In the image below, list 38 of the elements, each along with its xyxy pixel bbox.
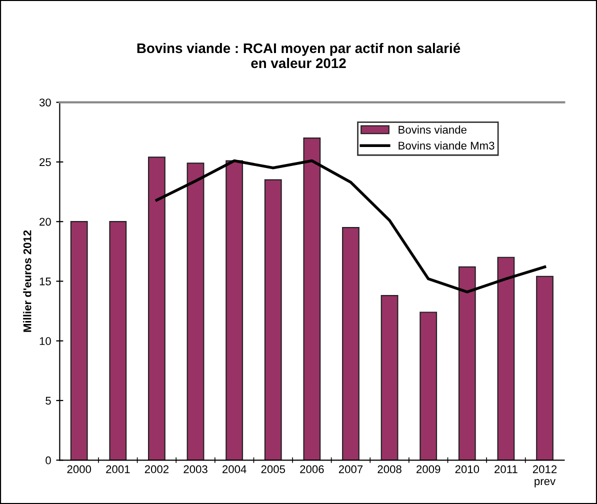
bar — [186, 162, 204, 460]
y-tick-label: 0 — [46, 456, 51, 464]
x-tick-label: 2006 — [300, 465, 324, 474]
bar — [342, 227, 360, 460]
bar — [458, 266, 476, 460]
x-tick-label: 2009 — [416, 465, 440, 474]
y-tick-label: 5 — [46, 396, 51, 405]
chart-title: Bovins viande : RCAI moyen par actif non salarié en valeur 2012 — [137, 42, 460, 68]
bar — [109, 221, 127, 460]
bar — [303, 138, 321, 460]
x-tick-label: 2001 — [106, 465, 130, 474]
x-tick-label: 2000 — [67, 465, 92, 474]
bar — [226, 160, 244, 460]
x-tick-label: 2003 — [184, 465, 208, 474]
x-tick-label: 2011 — [494, 465, 518, 474]
y-tick-label: 20 — [40, 218, 51, 226]
bar — [148, 156, 166, 460]
legend-label: Bovins viande — [398, 126, 466, 134]
bar — [420, 312, 438, 460]
x-tick-label: 2008 — [378, 465, 402, 474]
bar — [264, 179, 282, 460]
bar — [497, 256, 515, 460]
x-tick-label: 2012 prev — [532, 465, 557, 488]
y-tick-label: 30 — [39, 98, 51, 106]
x-tick-label: 2002 — [144, 465, 169, 474]
x-tick-label: 2010 — [455, 465, 480, 474]
y-tick-label: 15 — [40, 278, 51, 286]
x-tick-label: 2004 — [222, 465, 246, 474]
bar — [536, 276, 554, 460]
bar — [380, 294, 398, 460]
x-tick-label: 2007 — [338, 465, 363, 474]
y-tick-label: 10 — [40, 337, 51, 346]
x-tick-label: 2005 — [261, 465, 286, 474]
line-series — [155, 159, 546, 294]
legend-label: Bovins viande Mm3 — [398, 141, 494, 150]
y-axis-title: Millier d'euros 2012 — [23, 230, 32, 332]
y-tick-label: 25 — [40, 158, 51, 166]
bar — [70, 221, 88, 460]
